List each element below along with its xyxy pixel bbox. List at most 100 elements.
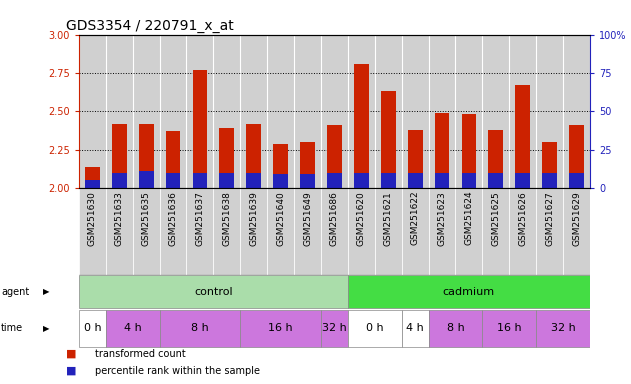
Bar xyxy=(106,188,133,275)
Bar xyxy=(133,35,160,188)
Bar xyxy=(563,35,590,188)
Bar xyxy=(165,131,180,188)
Bar xyxy=(456,188,482,275)
Bar xyxy=(461,173,476,188)
Text: GSM251622: GSM251622 xyxy=(411,191,420,245)
Bar xyxy=(294,188,321,275)
Bar xyxy=(300,174,315,188)
Bar xyxy=(381,91,396,188)
Bar xyxy=(488,173,504,188)
Bar xyxy=(435,113,449,188)
Bar xyxy=(428,188,456,275)
Bar xyxy=(160,188,187,275)
Bar xyxy=(348,35,375,188)
Bar xyxy=(220,128,234,188)
Text: GSM251620: GSM251620 xyxy=(357,191,366,245)
Bar xyxy=(563,188,590,275)
Text: GSM251636: GSM251636 xyxy=(168,191,177,246)
Bar xyxy=(542,173,557,188)
Text: percentile rank within the sample: percentile rank within the sample xyxy=(95,366,259,376)
Bar xyxy=(112,124,127,188)
Text: GSM251635: GSM251635 xyxy=(141,191,151,246)
Bar xyxy=(85,180,100,188)
Text: GSM251629: GSM251629 xyxy=(572,191,581,245)
Bar xyxy=(294,35,321,188)
Bar xyxy=(79,310,106,347)
Text: GSM251630: GSM251630 xyxy=(88,191,97,246)
Bar xyxy=(435,173,449,188)
Bar xyxy=(348,310,402,347)
Bar xyxy=(300,142,315,188)
Bar xyxy=(354,64,369,188)
Text: 32 h: 32 h xyxy=(551,323,575,333)
Text: 8 h: 8 h xyxy=(191,323,209,333)
Bar xyxy=(79,275,348,308)
Bar xyxy=(536,188,563,275)
Bar xyxy=(381,173,396,188)
Text: GSM251621: GSM251621 xyxy=(384,191,392,245)
Bar xyxy=(133,188,160,275)
Text: 16 h: 16 h xyxy=(497,323,522,333)
Text: GSM251623: GSM251623 xyxy=(437,191,447,245)
Bar xyxy=(354,173,369,188)
Bar xyxy=(192,173,208,188)
Bar xyxy=(106,310,160,347)
Text: cadmium: cadmium xyxy=(443,287,495,297)
Bar xyxy=(246,173,261,188)
Bar xyxy=(273,144,288,188)
Text: ■: ■ xyxy=(66,349,77,359)
Bar xyxy=(488,130,504,188)
Text: time: time xyxy=(1,323,23,333)
Bar xyxy=(482,35,509,188)
Bar xyxy=(321,310,348,347)
Bar xyxy=(273,174,288,188)
Bar xyxy=(402,310,428,347)
Text: GSM251626: GSM251626 xyxy=(518,191,528,245)
Bar xyxy=(428,310,482,347)
Text: GDS3354 / 220791_x_at: GDS3354 / 220791_x_at xyxy=(66,19,234,33)
Text: GSM251640: GSM251640 xyxy=(276,191,285,245)
Text: GSM251639: GSM251639 xyxy=(249,191,258,246)
Text: GSM251624: GSM251624 xyxy=(464,191,473,245)
Bar xyxy=(569,173,584,188)
Bar xyxy=(213,188,240,275)
Bar xyxy=(321,35,348,188)
Bar xyxy=(408,130,423,188)
Bar xyxy=(160,35,187,188)
Bar xyxy=(542,142,557,188)
Text: GSM251625: GSM251625 xyxy=(492,191,500,245)
Bar xyxy=(106,35,133,188)
Bar xyxy=(213,35,240,188)
Bar xyxy=(482,310,536,347)
Text: GSM251649: GSM251649 xyxy=(303,191,312,245)
Bar xyxy=(536,35,563,188)
Text: transformed count: transformed count xyxy=(95,349,186,359)
Text: GSM251633: GSM251633 xyxy=(115,191,124,246)
Bar xyxy=(456,35,482,188)
Bar xyxy=(267,35,294,188)
Bar xyxy=(348,275,590,308)
Bar xyxy=(348,188,375,275)
Text: ▶: ▶ xyxy=(43,287,49,296)
Bar xyxy=(240,310,321,347)
Bar xyxy=(375,188,402,275)
Bar xyxy=(240,35,267,188)
Bar xyxy=(402,188,428,275)
Bar xyxy=(461,114,476,188)
Text: GSM251637: GSM251637 xyxy=(196,191,204,246)
Bar xyxy=(509,188,536,275)
Text: ▶: ▶ xyxy=(43,324,49,333)
Text: control: control xyxy=(194,287,233,297)
Text: 0 h: 0 h xyxy=(366,323,384,333)
Text: GSM251686: GSM251686 xyxy=(330,191,339,246)
Bar xyxy=(321,188,348,275)
Text: 0 h: 0 h xyxy=(83,323,101,333)
Bar xyxy=(327,125,342,188)
Bar xyxy=(79,35,106,188)
Bar xyxy=(327,173,342,188)
Bar xyxy=(569,125,584,188)
Text: ■: ■ xyxy=(66,366,77,376)
Text: agent: agent xyxy=(1,287,30,297)
Bar xyxy=(516,85,530,188)
Bar xyxy=(240,188,267,275)
